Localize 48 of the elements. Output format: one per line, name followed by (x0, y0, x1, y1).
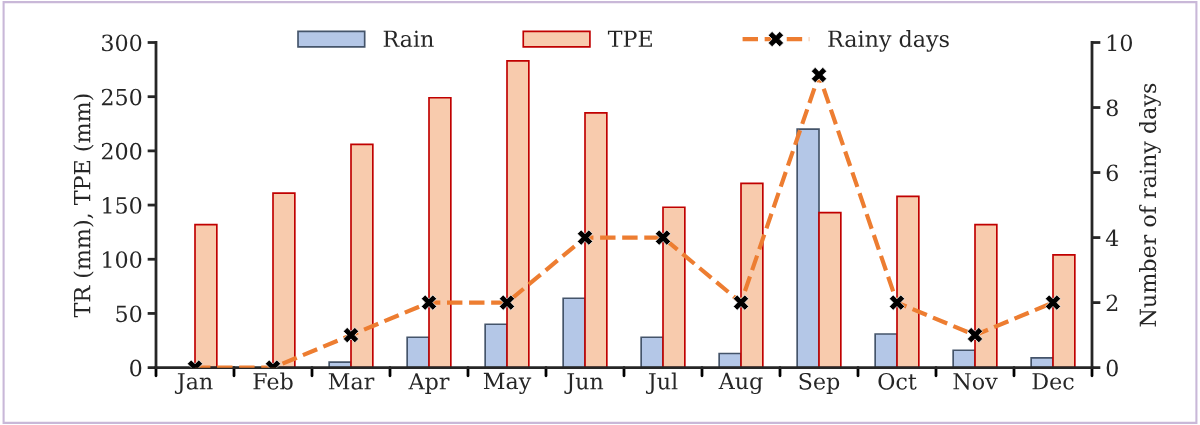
bar (484, 323, 508, 368)
y-tick-label: 50 (116, 305, 142, 323)
x-tick-label: Nov (953, 373, 998, 390)
bar (406, 336, 430, 368)
bar (562, 297, 586, 368)
bar (974, 223, 998, 368)
y-tick-label: 0 (130, 359, 142, 377)
x-tick-label: Feb (253, 372, 293, 390)
x-tick-label: Oct (878, 372, 917, 390)
y-axis-title: TR (mm), TPE (mm) (73, 94, 94, 318)
bar (818, 211, 842, 368)
legend-label: TPE (607, 30, 652, 47)
y-tick-label: 100 (103, 251, 142, 269)
y-tick-label: 250 (101, 88, 142, 106)
y2-axis-title: Number of rainy days (1139, 83, 1161, 327)
y2-tick-label: 4 (1105, 229, 1119, 247)
x-tick-label: Jan (174, 373, 213, 394)
legend-label: Rainy days (828, 29, 949, 52)
x-tick-label: Apr (408, 373, 450, 394)
bar (1052, 254, 1076, 368)
bar (350, 143, 374, 368)
y-tick-label: 300 (102, 34, 142, 52)
y2-tick-label: 10 (1107, 34, 1132, 52)
bar (584, 112, 608, 368)
bar (640, 336, 664, 368)
bar (874, 333, 898, 368)
x-tick-label: Dec (1032, 373, 1074, 390)
y2-tick-label: 0 (1106, 359, 1118, 377)
bar (740, 182, 764, 368)
bar (506, 60, 530, 368)
y-tick-label: 150 (103, 197, 142, 214)
x-tick-label: Sep (799, 372, 840, 394)
bar (272, 192, 296, 368)
bar (662, 206, 686, 368)
y-tick-label: 200 (101, 142, 142, 160)
x-tick-label: Mar (328, 373, 375, 390)
x-tick-label: May (483, 372, 532, 394)
x-tick-label: Jul (645, 372, 678, 394)
x-tick-label: Jun (564, 373, 604, 394)
y2-tick-label: 6 (1106, 164, 1118, 182)
bar (896, 195, 920, 368)
bar (428, 96, 452, 368)
bar (194, 223, 218, 368)
bar (796, 128, 820, 368)
y2-tick-label: 2 (1106, 294, 1118, 312)
x-tick-label: Aug (718, 372, 763, 394)
y2-tick-label: 8 (1106, 99, 1118, 117)
legend-label: Rain (383, 30, 434, 48)
